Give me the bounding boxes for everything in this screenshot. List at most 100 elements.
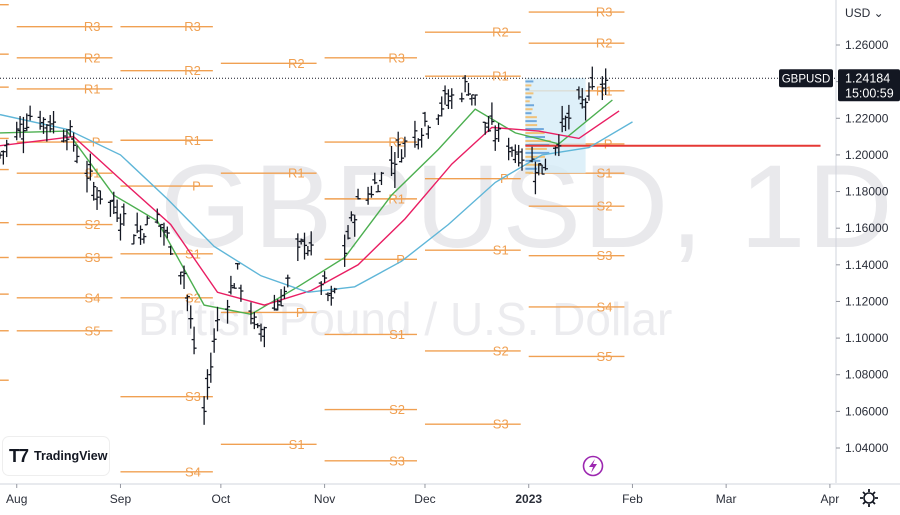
price-bar <box>603 68 609 96</box>
price-bar <box>251 312 257 330</box>
pivot-label: R1 <box>492 69 509 84</box>
price-bar <box>144 215 150 226</box>
pivot-label: S1 <box>85 166 101 181</box>
price-bar <box>87 153 93 181</box>
pivot-label: S4 <box>185 464 201 479</box>
pivot-label: S3 <box>493 417 509 432</box>
profile-bar <box>525 92 534 95</box>
pivot-label: R2 <box>84 50 101 65</box>
profile-bar <box>525 155 545 158</box>
profile-bar <box>525 132 545 135</box>
price-bar <box>181 265 187 290</box>
price-bar <box>318 281 324 296</box>
price-bar <box>322 271 328 283</box>
price-bar <box>302 232 308 260</box>
price-bar <box>392 151 398 189</box>
price-bar <box>519 148 525 171</box>
pivot-label: R1 <box>388 191 405 206</box>
pivot-label: S3 <box>185 389 201 404</box>
price-bar <box>559 105 565 133</box>
pivot-label: S1 <box>493 243 509 258</box>
price-bar <box>27 105 33 121</box>
time-tick-label: Sep <box>110 492 132 506</box>
price-bar <box>248 302 254 325</box>
price-bar <box>419 128 425 148</box>
price-bar <box>278 289 284 307</box>
price-bar <box>375 184 381 193</box>
pivot-label: R1 <box>288 166 305 181</box>
price-bar <box>134 212 140 234</box>
price-bar <box>439 96 445 117</box>
price-bar <box>0 152 3 159</box>
price-tick-label: 1.20000 <box>845 148 889 162</box>
price-axis[interactable]: USD ⌄1.260001.240001.220001.200001.18000… <box>779 0 900 483</box>
profile-bar <box>525 96 532 99</box>
pivot-label: S2 <box>597 199 613 214</box>
price-bar <box>399 149 405 163</box>
pivot-label: R2 <box>184 63 201 78</box>
pivot-label: S4 <box>85 290 101 305</box>
price-bar <box>412 120 418 148</box>
price-bar <box>345 225 351 240</box>
pivot-label: R2 <box>596 36 613 51</box>
price-bar <box>482 121 488 135</box>
lightning-icon[interactable] <box>582 455 604 477</box>
price-tick-label: 1.12000 <box>845 294 889 308</box>
price-bar <box>238 284 244 302</box>
price-bar <box>378 171 384 186</box>
price-bar <box>121 203 127 226</box>
time-tick-label: Dec <box>414 492 435 506</box>
settings-gear-icon[interactable] <box>860 489 878 507</box>
price-bar <box>506 137 512 161</box>
profile-bar <box>525 167 538 170</box>
price-bar <box>64 129 70 151</box>
profile-bar <box>525 139 551 142</box>
price-bar <box>465 82 471 96</box>
pivot-label: R3 <box>388 50 405 65</box>
price-bar <box>298 238 304 245</box>
pivot-label: R3 <box>84 19 101 34</box>
price-bar <box>17 116 23 138</box>
pivot-label: R3 <box>184 19 201 34</box>
price-bar <box>20 116 26 154</box>
price-bar <box>114 199 120 222</box>
price-bar <box>308 231 314 256</box>
time-tick-label: Oct <box>212 492 231 506</box>
price-bar <box>138 225 144 245</box>
pivot-label: P <box>192 179 201 194</box>
symbol-tag-label: GBPUSD <box>782 73 831 85</box>
price-bar <box>178 271 184 285</box>
profile-bar <box>525 108 533 111</box>
price-bar <box>579 88 585 109</box>
tradingview-logo-text: TradingView <box>34 449 108 463</box>
time-tick-label: Nov <box>314 492 335 506</box>
profile-bar <box>525 151 550 154</box>
price-bar <box>435 114 441 125</box>
price-bar <box>583 97 589 121</box>
currency-label: USD ⌄ <box>845 6 884 20</box>
profile-bar <box>525 80 534 83</box>
price-bar <box>168 245 174 255</box>
last-price-badge <box>838 69 900 102</box>
price-bar <box>536 163 542 176</box>
profile-bar <box>525 104 535 107</box>
price-bar <box>589 66 595 90</box>
profile-bar <box>525 124 538 127</box>
pivot-label: R1 <box>596 83 613 98</box>
symbol-tag <box>779 69 833 88</box>
profile-bar <box>525 84 532 87</box>
pivot-label: R3 <box>596 5 613 20</box>
time-axis[interactable]: Aug Sep Oct Nov Dec 2023 Feb Mar Apr <box>0 483 900 506</box>
price-bar <box>47 114 53 133</box>
price-bar <box>91 181 97 201</box>
price-bar <box>462 75 468 93</box>
price-bar <box>368 185 374 198</box>
time-tick-label: Feb <box>622 492 643 506</box>
price-bar <box>71 132 77 152</box>
price-bar <box>599 76 605 101</box>
tradingview-logo[interactable]: T7 TradingView <box>3 437 109 475</box>
pivot-label: S1 <box>289 437 305 452</box>
price-bar <box>342 234 348 267</box>
pivot-label: S2 <box>185 290 201 305</box>
